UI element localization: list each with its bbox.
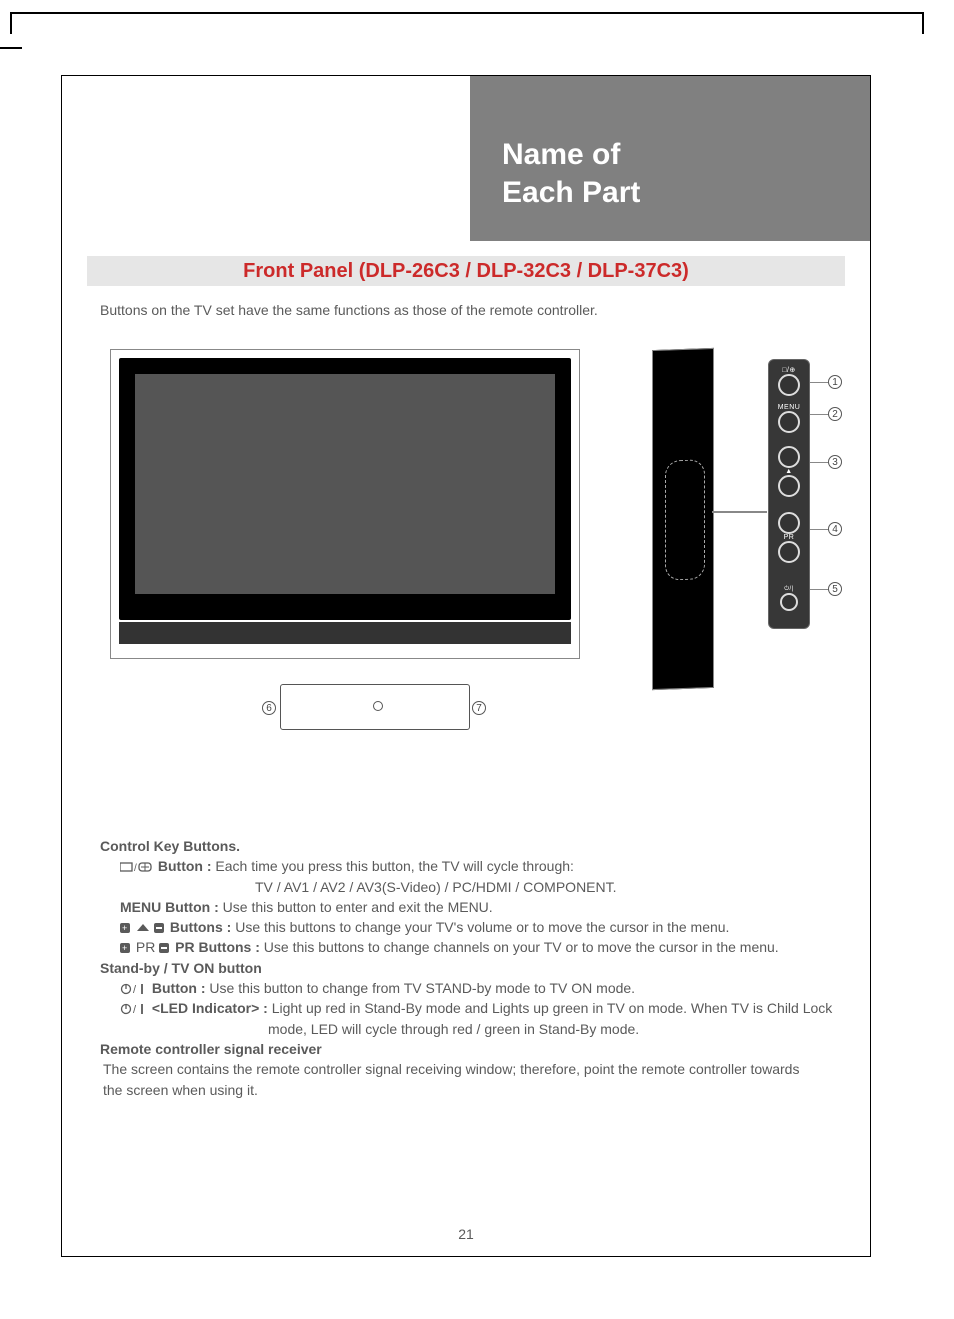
tv-front-frame	[110, 349, 580, 659]
desc-line6b: mode, LED will cycle through red / green…	[100, 1019, 846, 1039]
desc-line7: The screen contains the remote controlle…	[100, 1059, 846, 1079]
desc-line6: / <LED Indicator> : Light up red in Stan…	[100, 998, 846, 1018]
intro-text: Buttons on the TV set have the same func…	[100, 302, 832, 318]
panel-input-label: □/⊕	[769, 366, 809, 374]
tv-bezel	[119, 358, 571, 620]
svg-text:/: /	[133, 984, 137, 995]
panel-pr-label: PR	[769, 534, 809, 541]
arrow-line	[712, 511, 767, 513]
desc-line4-label: PR Buttons :	[175, 939, 260, 955]
plus-icon: +	[120, 942, 132, 954]
panel-input-button	[778, 374, 800, 396]
panel-menu-button	[778, 411, 800, 433]
panel-power-button	[780, 593, 798, 611]
desc-line2-label: MENU Button :	[120, 899, 219, 915]
svg-text:+: +	[122, 923, 127, 933]
description-block: Control Key Buttons. / Button : Each tim…	[100, 836, 846, 1100]
desc-line4-text: Use this buttons to change channels on y…	[260, 939, 779, 955]
page-frame: Name of Each Part Front Panel (DLP-26C3 …	[61, 75, 871, 1257]
desc-line5: / Button : Use this button to change fro…	[100, 978, 846, 998]
input-icon: /	[120, 861, 154, 873]
callout-7: 7	[472, 701, 486, 715]
panel-menu-label: MENU	[769, 404, 809, 411]
desc-line4-pre: PR	[136, 939, 155, 955]
tv-stand-detail	[280, 684, 470, 730]
callout-3: 3	[828, 455, 842, 469]
desc-line1: / Button : Each time you press this butt…	[100, 856, 846, 876]
panel-power-label: ⏻/|	[769, 586, 809, 593]
desc-line6-text: Light up red in Stand-By mode and Lights…	[268, 1000, 832, 1016]
title-box: Name of Each Part	[470, 76, 870, 241]
minus-icon	[159, 942, 171, 954]
lead-5	[810, 589, 828, 590]
desc-line3-text: Use this buttons to change your TV's vol…	[231, 919, 729, 935]
stand-sensor-icon	[373, 701, 383, 711]
panel-vol-label: ▲	[769, 468, 809, 475]
crop-mark-top	[10, 12, 924, 14]
svg-text:/: /	[134, 863, 137, 873]
side-button-strip	[665, 459, 705, 580]
power-icon-1: /	[120, 983, 148, 995]
desc-line2: MENU Button : Use this button to enter a…	[100, 897, 846, 917]
panel-vol-up-button	[778, 446, 800, 468]
tv-base	[119, 622, 571, 644]
crop-mark-top-right	[922, 12, 924, 34]
lead-3	[810, 462, 828, 463]
tv-diagram: 6 7 □/⊕ MENU ▲ PR	[110, 349, 840, 749]
desc-sub2: Stand-by / TV ON button	[100, 958, 846, 978]
tv-side-panel	[652, 348, 714, 690]
desc-sub3: Remote controller signal receiver	[100, 1039, 846, 1059]
title-line1: Name of	[502, 138, 870, 172]
lead-4	[810, 529, 828, 530]
desc-heading: Control Key Buttons.	[100, 836, 846, 856]
panel-pr-up-button	[778, 512, 800, 534]
desc-line7b: the screen when using it.	[100, 1080, 846, 1100]
tv-screen	[135, 374, 555, 594]
desc-line2-text: Use this button to enter and exit the ME…	[219, 899, 493, 915]
desc-line3: + Buttons : Use this buttons to change y…	[100, 917, 846, 937]
desc-line1b: TV / AV1 / AV2 / AV3(S-Video) / PC/HDMI …	[100, 877, 846, 897]
callout-6: 6	[262, 701, 276, 715]
desc-line5-label: Button :	[152, 980, 206, 996]
power-icon-2: /	[120, 1003, 148, 1015]
callout-5: 5	[828, 582, 842, 596]
desc-line1-label: Button :	[158, 858, 212, 874]
callout-4: 4	[828, 522, 842, 536]
desc-line5-text: Use this button to change from TV STAND-…	[206, 980, 636, 996]
desc-line1-text: Each time you press this button, the TV …	[212, 858, 574, 874]
lead-1	[810, 382, 828, 383]
crop-mark-left-tick	[0, 47, 22, 49]
crop-mark-top-left	[10, 12, 12, 34]
page-number: 21	[62, 1226, 870, 1242]
section-subheading: Front Panel (DLP-26C3 / DLP-32C3 / DLP-3…	[87, 256, 845, 286]
title-line2: Each Part	[502, 176, 870, 210]
vol-icon: +	[120, 922, 166, 934]
lead-2	[810, 414, 828, 415]
button-panel: □/⊕ MENU ▲ PR ⏻/|	[768, 359, 810, 629]
panel-vol-down-button	[778, 475, 800, 497]
svg-text:/: /	[133, 1004, 137, 1015]
callout-2: 2	[828, 407, 842, 421]
desc-line4: + PR PR Buttons : Use this buttons to ch…	[100, 937, 846, 957]
svg-text:+: +	[122, 943, 127, 953]
desc-line3-label: Buttons :	[170, 919, 231, 935]
callout-1: 1	[828, 375, 842, 389]
desc-line6-label: <LED Indicator> :	[152, 1000, 268, 1016]
panel-pr-down-button	[778, 541, 800, 563]
